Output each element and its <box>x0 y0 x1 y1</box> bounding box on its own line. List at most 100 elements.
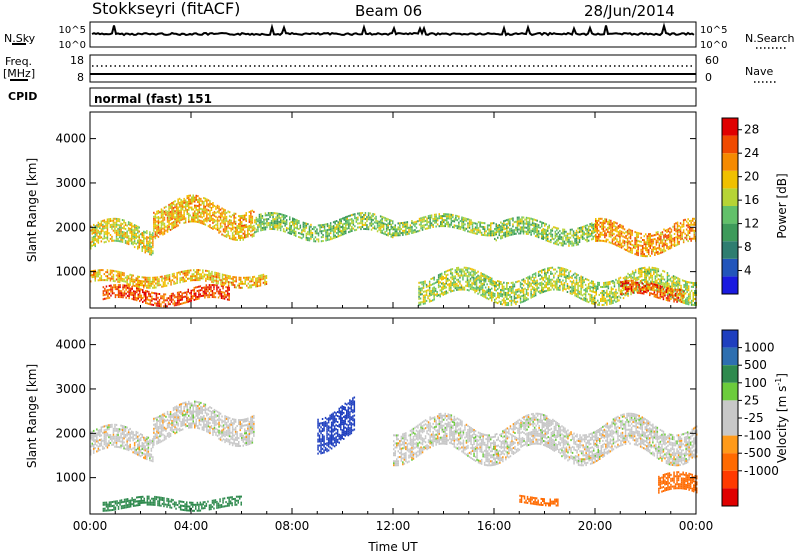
power-cell <box>497 224 499 227</box>
power-cell <box>465 280 467 283</box>
power-cell <box>241 236 243 239</box>
power-cell <box>264 214 267 217</box>
power-cell <box>278 212 280 215</box>
power-cell <box>521 289 523 292</box>
power-cell <box>124 232 127 234</box>
power-cell <box>594 235 596 238</box>
power-cell <box>645 284 647 287</box>
power-cell <box>260 229 262 232</box>
power-cell <box>175 215 178 218</box>
power-cell <box>187 290 189 293</box>
power-cell <box>626 243 629 246</box>
power-cell <box>147 284 150 287</box>
power-cell <box>504 299 507 302</box>
power-cell <box>470 219 472 222</box>
power-cell <box>215 223 217 226</box>
power-cell <box>326 233 329 236</box>
power-cell <box>682 241 685 244</box>
power-cell <box>419 293 422 296</box>
power-cell <box>673 225 676 228</box>
power-cell <box>165 229 167 232</box>
power-cell <box>201 210 204 213</box>
power-cell <box>666 235 668 237</box>
power-cell <box>143 293 145 296</box>
power-cell <box>310 223 312 226</box>
power-cell <box>467 226 469 229</box>
power-cell <box>432 226 434 228</box>
power-cell <box>393 234 395 237</box>
power-cell <box>530 292 532 295</box>
power-cell <box>106 236 109 239</box>
power-cell <box>513 231 516 233</box>
power-cell <box>580 236 582 239</box>
power-cell <box>615 292 617 295</box>
power-cell <box>209 216 211 219</box>
power-cell <box>279 225 282 228</box>
power-cell <box>148 292 150 295</box>
power-cell <box>598 303 600 306</box>
power-cell <box>636 290 638 293</box>
power-cell <box>221 219 223 222</box>
power-cell <box>168 209 170 212</box>
power-cell <box>429 214 431 217</box>
power-cell <box>339 220 341 223</box>
power-cell <box>141 248 143 250</box>
power-cell <box>426 221 428 224</box>
power-cell <box>250 222 252 225</box>
power-cell <box>418 293 420 296</box>
power-cell <box>417 230 419 233</box>
power-cell <box>580 289 582 292</box>
power-cell <box>159 275 162 278</box>
power-cell <box>639 269 641 272</box>
power-cell <box>491 297 493 300</box>
power-cell <box>113 286 115 289</box>
power-cell <box>489 296 491 299</box>
power-cell <box>550 231 552 234</box>
power-cell <box>575 243 578 246</box>
power-cell <box>157 227 160 230</box>
power-cell <box>212 227 214 230</box>
power-cell <box>657 268 660 271</box>
power-cell <box>128 293 130 296</box>
power-cell <box>143 232 145 235</box>
power-cell <box>276 226 279 229</box>
power-cell <box>639 285 641 288</box>
power-cell <box>308 237 311 240</box>
power-cell <box>581 234 584 236</box>
power-cell <box>656 281 658 284</box>
power-cell <box>578 280 581 283</box>
power-cell <box>489 278 491 281</box>
power-cell <box>172 292 174 295</box>
power-cell <box>557 288 560 291</box>
power-cell <box>112 229 115 232</box>
power-cell <box>152 292 155 294</box>
power-cell <box>423 218 425 221</box>
power-cell <box>530 288 532 291</box>
power-cell <box>461 222 463 225</box>
power-cell <box>503 228 505 231</box>
power-cell <box>384 219 386 222</box>
power-cell <box>469 285 472 288</box>
power-cell <box>469 279 472 282</box>
power-cell <box>533 224 535 227</box>
power-cell <box>601 304 604 306</box>
power-cell <box>214 273 216 276</box>
power-cell <box>616 238 618 241</box>
power-cell <box>352 227 355 230</box>
power-cell <box>450 215 453 218</box>
power-cell <box>231 238 234 241</box>
power-cell <box>444 291 446 294</box>
power-cell <box>592 286 594 289</box>
power-cell <box>104 293 106 296</box>
power-cell <box>634 239 636 242</box>
power-cell <box>583 281 585 284</box>
power-cell <box>464 219 466 222</box>
power-cell <box>507 226 510 229</box>
power-cell <box>468 283 470 286</box>
power-cell <box>661 241 664 244</box>
power-cell <box>174 210 176 213</box>
power-cell <box>400 232 403 235</box>
power-cell <box>425 291 428 294</box>
power-cell <box>562 232 564 235</box>
power-cell <box>278 224 280 227</box>
